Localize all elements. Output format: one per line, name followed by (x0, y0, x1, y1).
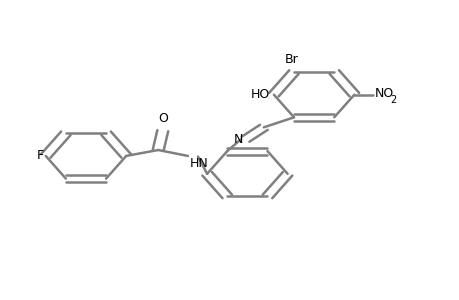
Text: N: N (233, 133, 243, 146)
Text: O: O (157, 112, 168, 125)
Text: 2: 2 (389, 95, 395, 105)
Text: Br: Br (284, 53, 298, 66)
Text: HO: HO (251, 88, 269, 101)
Text: HN: HN (190, 158, 208, 170)
Text: F: F (36, 149, 43, 162)
Text: NO: NO (374, 87, 393, 100)
